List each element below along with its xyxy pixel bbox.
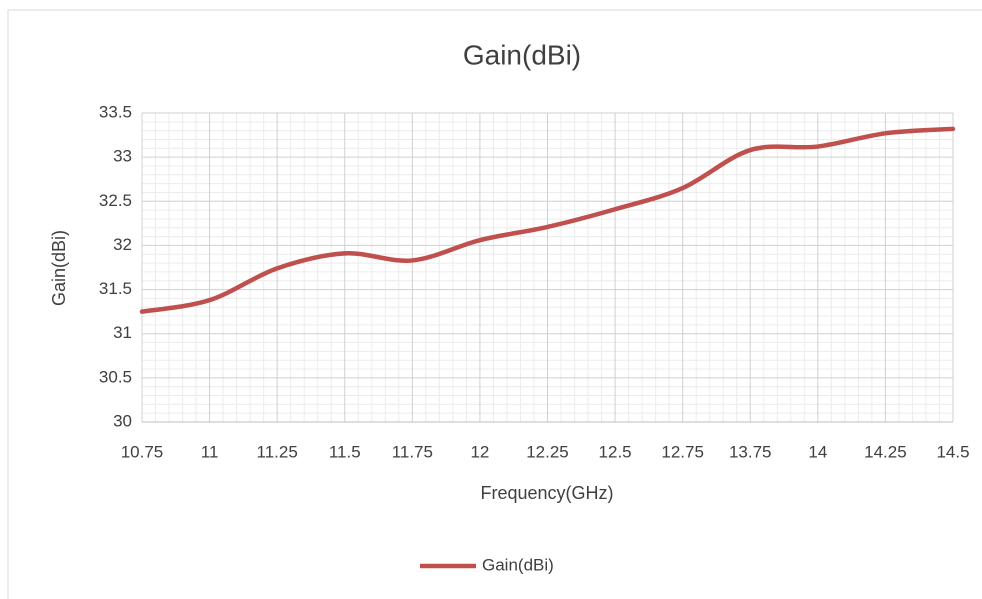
chart-title: Gain(dBi): [463, 39, 581, 70]
x-tick-label: 12: [470, 442, 489, 461]
x-tick-label: 11: [201, 442, 219, 461]
x-tick-label: 14.25: [864, 442, 907, 461]
legend-label: Gain(dBi): [482, 555, 554, 574]
x-tick-label: 11.25: [257, 442, 298, 461]
y-tick-label: 32.5: [99, 191, 132, 210]
chart-border: [7, 9, 982, 599]
y-tick-label: 33: [113, 147, 132, 166]
y-tick-label: 33.5: [99, 102, 132, 121]
x-tick-label: 11.5: [329, 442, 361, 461]
x-axis-title: Frequency(GHz): [480, 483, 613, 503]
x-tick-label: 11.75: [392, 442, 433, 461]
x-tick-label: 10.75: [121, 442, 164, 461]
x-tick-label: 14: [808, 442, 827, 461]
x-tick-label: 14.5: [936, 442, 969, 461]
y-tick-label: 32: [113, 235, 132, 254]
series-line: [139, 126, 956, 314]
x-tick-label: 12.75: [661, 442, 704, 461]
y-tick-label: 31: [113, 323, 132, 342]
y-axis-title: Gain(dBi): [49, 230, 69, 306]
y-tick-label: 30: [113, 411, 132, 430]
y-tick-label: 31.5: [99, 279, 132, 298]
y-tick-label: 30.5: [99, 367, 132, 386]
x-tick-label: 12.25: [526, 442, 569, 461]
x-tick-label: 13.75: [729, 442, 772, 461]
x-tick-label: 12.5: [599, 442, 632, 461]
